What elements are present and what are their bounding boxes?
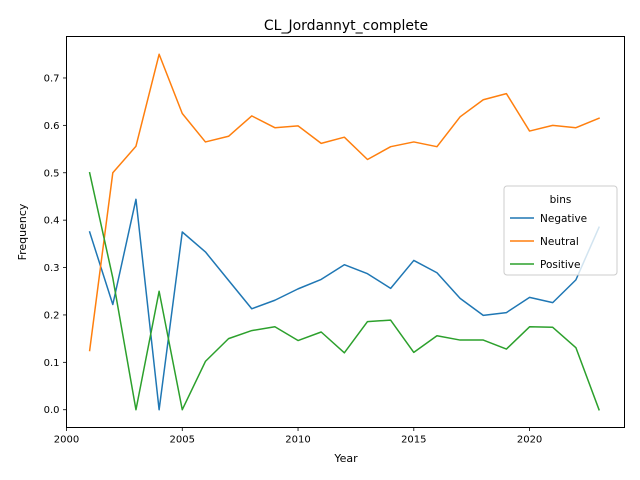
x-tick-label: 2015 bbox=[401, 435, 426, 446]
legend-label-positive: Positive bbox=[540, 259, 580, 271]
series-line-negative bbox=[88, 198, 601, 411]
legend-label-neutral: Neutral bbox=[540, 236, 579, 248]
y-tick-label: 0.4 bbox=[44, 216, 60, 227]
y-tick-label: 0.1 bbox=[44, 358, 60, 369]
y-tick-label: 0.2 bbox=[44, 310, 60, 321]
x-axis-label: Year bbox=[333, 452, 358, 465]
legend: bins Negative Neutral Positive bbox=[503, 185, 618, 276]
x-tick-label: 2020 bbox=[517, 435, 542, 446]
series-line-neutral bbox=[88, 53, 601, 352]
y-tick-label: 0.3 bbox=[44, 263, 60, 274]
chart-title: CL_Jordannyt_complete bbox=[264, 18, 428, 34]
y-tick-label: 0.7 bbox=[44, 73, 60, 84]
legend-label-negative: Negative bbox=[540, 213, 587, 225]
plot-frame bbox=[66, 36, 625, 428]
legend-title: bins bbox=[550, 194, 572, 206]
x-tick-label: 2005 bbox=[170, 435, 195, 446]
y-tick-label: 0.5 bbox=[44, 168, 60, 179]
plot-area bbox=[66, 36, 625, 428]
series-layer bbox=[88, 53, 601, 411]
y-tick-label: 0.0 bbox=[44, 405, 60, 416]
x-tick-label: 2000 bbox=[54, 435, 79, 446]
x-tick-label: 2010 bbox=[285, 435, 310, 446]
y-axis-label: Frequency bbox=[16, 203, 29, 260]
legend-frame bbox=[503, 185, 618, 276]
y-tick-label: 0.6 bbox=[44, 121, 60, 132]
series-line-positive bbox=[88, 171, 600, 411]
x-axis: 2000 2005 2010 2015 2020 bbox=[54, 427, 542, 446]
y-axis: 0.0 0.1 0.2 0.3 0.4 0.5 0.6 0.7 bbox=[44, 73, 67, 416]
